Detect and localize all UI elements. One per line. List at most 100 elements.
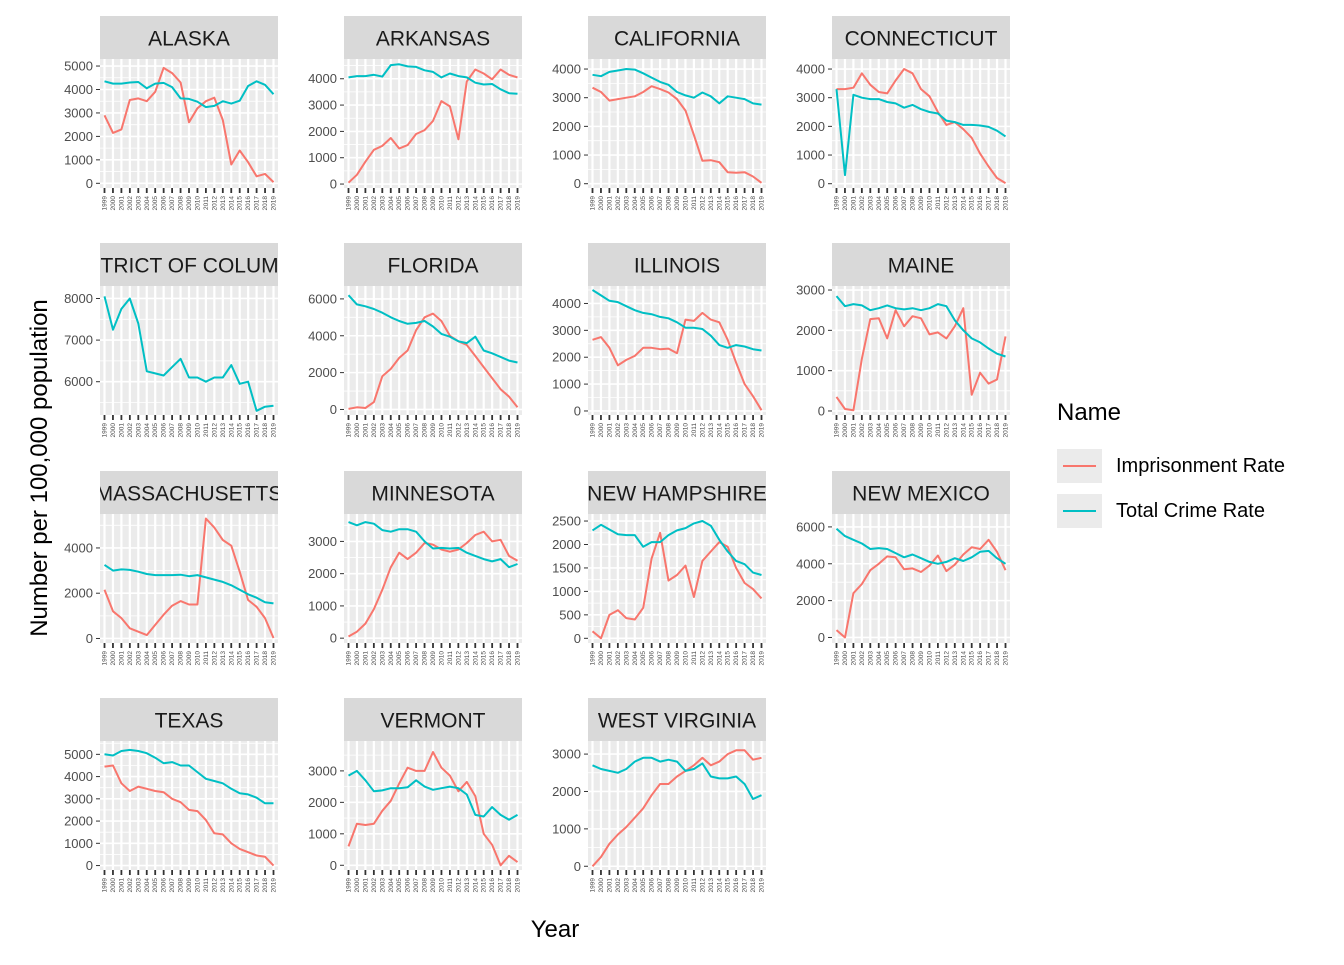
x-tick-label: 2008 xyxy=(910,423,917,438)
x-tick-label: 2004 xyxy=(876,196,883,211)
x-tick-label: 2009 xyxy=(918,651,925,666)
x-tick-label: 2010 xyxy=(682,651,689,666)
series-line-total-crime-rate xyxy=(103,296,274,412)
x-tick-label: 2009 xyxy=(186,878,193,893)
x-tick-label: 2003 xyxy=(135,196,142,211)
x-tick-label: 2011 xyxy=(935,423,942,437)
x-tick-label: 2005 xyxy=(152,651,159,666)
x-tick-label: 2016 xyxy=(733,878,740,893)
x-tick-label: 2012 xyxy=(211,651,218,666)
x-tick-label: 2006 xyxy=(893,651,900,666)
y-tick-label: 0 xyxy=(330,177,337,192)
facet-title: CONNECTICUT xyxy=(845,28,998,51)
x-tick-label: 2000 xyxy=(110,196,117,211)
x-tick-label: 2014 xyxy=(472,651,479,666)
y-tick-label: 2000 xyxy=(796,323,825,338)
x-tick-label: 2007 xyxy=(901,651,908,666)
x-tick-label: 2018 xyxy=(994,423,1001,438)
x-tick-label: 2017 xyxy=(254,878,261,893)
x-tick-label: 2017 xyxy=(986,651,993,666)
y-tick-label: 2000 xyxy=(64,586,93,601)
facet-title: ARKANSAS xyxy=(376,28,490,51)
x-tick-label: 2008 xyxy=(178,196,185,211)
x-tick-label: 2004 xyxy=(144,423,151,438)
x-tick-label: 2000 xyxy=(842,196,849,211)
x-tick-label: 2018 xyxy=(506,423,513,438)
x-tick-label: 2008 xyxy=(178,651,185,666)
y-tick-label: 3000 xyxy=(64,105,93,120)
x-tick-label: 2010 xyxy=(438,651,445,666)
facet-strip xyxy=(588,698,766,741)
x-tick-label: 2009 xyxy=(430,196,437,211)
x-tick-label: 2000 xyxy=(842,423,849,438)
x-tick-label: 2017 xyxy=(498,651,505,666)
x-tick-label: 2006 xyxy=(893,196,900,211)
y-tick-label: 0 xyxy=(86,858,93,873)
x-tick-label: 2007 xyxy=(657,196,664,211)
x-tick-label: 2017 xyxy=(742,196,749,211)
x-tick-label: 1999 xyxy=(346,423,353,438)
x-tick-label: 2002 xyxy=(615,878,622,893)
x-tick-label: 2014 xyxy=(716,196,723,211)
x-tick-label: 2001 xyxy=(850,196,857,211)
series-line-imprisonment-rate xyxy=(591,749,762,867)
series-line-total-crime-rate xyxy=(835,295,1006,358)
x-tick-label: 2006 xyxy=(893,423,900,438)
x-tick-label: 2010 xyxy=(438,423,445,438)
x-tick-label: 2009 xyxy=(186,651,193,666)
y-tick-label: 6000 xyxy=(64,374,93,389)
x-tick-label: 2002 xyxy=(127,196,134,211)
x-tick-label: 2016 xyxy=(245,423,252,438)
y-tick-label: 1000 xyxy=(308,150,337,165)
x-tick-label: 2012 xyxy=(455,651,462,666)
x-tick-label: 2019 xyxy=(759,878,766,893)
x-tick-label: 2009 xyxy=(674,651,681,666)
x-tick-label: 2008 xyxy=(910,196,917,211)
series-line-total-crime-rate xyxy=(592,756,762,800)
x-tick-label: 2016 xyxy=(245,651,252,666)
x-tick-label: 1999 xyxy=(346,196,353,211)
x-tick-label: 2011 xyxy=(203,878,210,892)
x-tick-label: 2006 xyxy=(649,651,656,666)
y-tick-label: 4000 xyxy=(796,556,825,571)
series-line-total-crime-rate xyxy=(835,89,1007,177)
x-tick-label: 2001 xyxy=(362,196,369,211)
x-tick-label: 2005 xyxy=(884,196,891,211)
x-tick-label: 2005 xyxy=(640,196,647,211)
x-tick-label: 2002 xyxy=(127,651,134,666)
x-tick-label: 2016 xyxy=(733,651,740,666)
x-tick-label: 2013 xyxy=(708,423,715,438)
y-axis-label: Number per 100,000 population xyxy=(26,299,53,637)
x-tick-label: 2010 xyxy=(438,196,445,211)
y-tick-label: 0 xyxy=(818,176,825,191)
facet-strip xyxy=(100,471,278,514)
y-tick-label: 3000 xyxy=(308,534,337,549)
x-tick-label: 2018 xyxy=(750,423,757,438)
x-tick-label: 2016 xyxy=(245,878,252,893)
x-tick-label: 2001 xyxy=(118,196,125,211)
x-tick-label: 2011 xyxy=(447,196,454,210)
x-tick-label: 2018 xyxy=(506,651,513,666)
x-tick-label: 2013 xyxy=(220,878,227,893)
series-line-total-crime-rate xyxy=(347,294,518,364)
x-tick-label: 2011 xyxy=(447,878,454,892)
x-tick-label: 1999 xyxy=(102,878,109,893)
x-tick-label: 2004 xyxy=(144,196,151,211)
x-tick-label: 2018 xyxy=(750,651,757,666)
x-tick-label: 2000 xyxy=(598,878,605,893)
x-tick-label: 1999 xyxy=(102,423,109,438)
x-tick-label: 2016 xyxy=(489,196,496,211)
x-tick-label: 2001 xyxy=(118,651,125,666)
x-tick-label: 2013 xyxy=(952,196,959,211)
x-tick-label: 2005 xyxy=(152,423,159,438)
x-tick-label: 2019 xyxy=(515,196,522,211)
x-tick-label: 2011 xyxy=(691,196,698,210)
x-tick-label: 2010 xyxy=(682,423,689,438)
x-tick-label: 2005 xyxy=(884,651,891,666)
x-tick-label: 2000 xyxy=(598,651,605,666)
x-tick-label: 2015 xyxy=(481,878,488,893)
